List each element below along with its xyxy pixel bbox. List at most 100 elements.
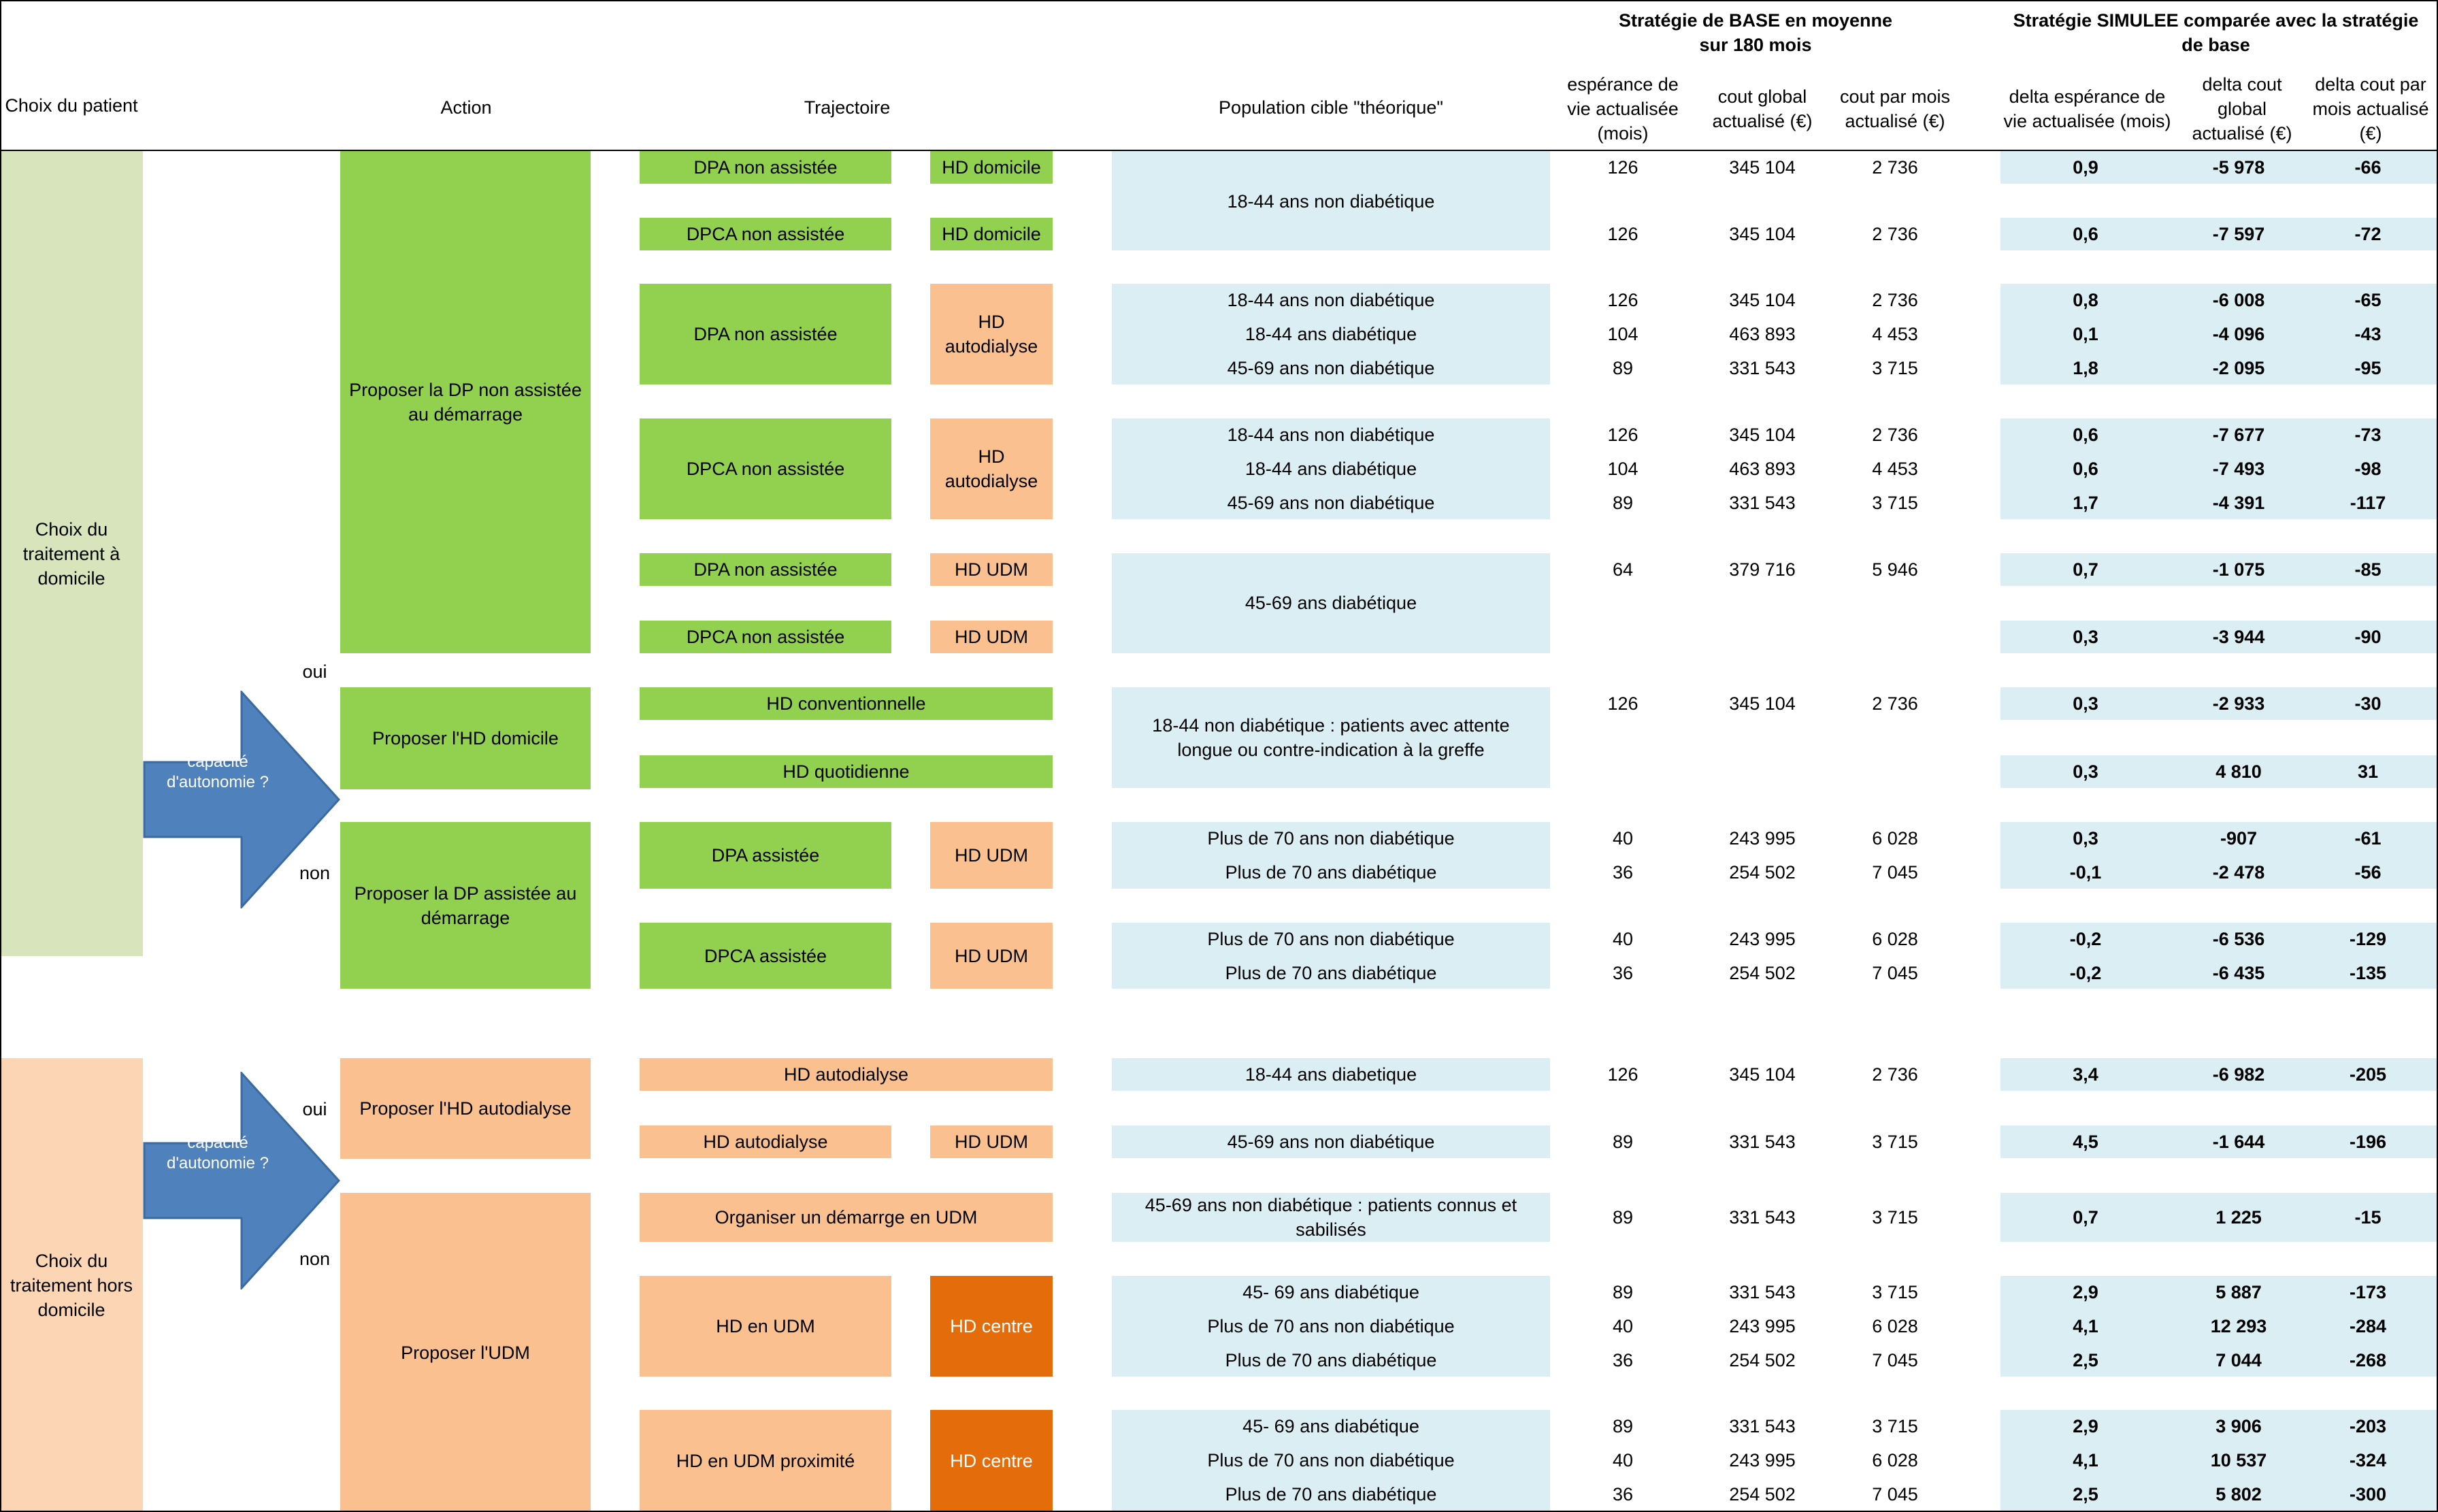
delta-cout-global-cell: -6 536: [2212, 929, 2265, 949]
delta-cout-mois-cell: -284: [2349, 1316, 2387, 1336]
population-block: [1112, 1125, 1550, 1158]
delta-cout-global-cell: -4 096: [2212, 324, 2265, 344]
trajectory-step: HD en UDM: [640, 1276, 891, 1377]
header-base-col-3: cout par mois actualisé (€): [1839, 86, 1951, 131]
delta-band: [2000, 1193, 2438, 1242]
delta-cout-mois-cell: -300: [2349, 1484, 2387, 1505]
population-label: Plus de 70 ans diabétique: [1225, 1350, 1437, 1370]
delta-cout-mois-cell: -72: [2354, 224, 2382, 244]
oui-label: oui: [302, 661, 327, 682]
trajectory-step: HD UDM: [930, 621, 1053, 653]
delta-esperance-cell: 0,3: [2073, 761, 2098, 782]
action-dp-non-assistee: Proposer la DP non assistée au démarrage: [340, 151, 591, 653]
esperance-cell: 126: [1607, 157, 1638, 178]
esperance-cell: [1555, 621, 1691, 653]
population-label: 18-44 ans non diabétique: [1227, 290, 1435, 310]
delta-cout-global-cell: -7 493: [2212, 459, 2265, 479]
delta-cout-mois-cell: -268: [2349, 1350, 2387, 1370]
cout-global-cell: 463 893: [1729, 324, 1796, 344]
delta-esperance-cell: 1,7: [2073, 493, 2098, 513]
population-label: 45- 69 ans diabétique: [1242, 1416, 1419, 1436]
header-sim-col-3: delta cout par mois actualisé (€): [2312, 74, 2429, 144]
delta-esperance-cell: 4,5: [2073, 1132, 2098, 1152]
population-label: 45-69 ans non diabétique : patients conn…: [1144, 1195, 1517, 1240]
delta-cout-global-cell: -1 075: [2212, 559, 2265, 580]
delta-esperance-cell: 0,9: [2073, 157, 2098, 178]
esperance-cell: 126: [1607, 425, 1638, 445]
population-block: [1112, 1058, 1550, 1091]
delta-band: [2000, 1058, 2438, 1091]
esperance-cell: 126: [1607, 224, 1638, 244]
delta-cout-global-cell: 3 906: [2215, 1416, 2262, 1436]
cout-global-cell: 243 995: [1729, 929, 1796, 949]
header-choix: Choix du patient: [5, 95, 138, 116]
cout-mois-cell: 5 946: [1872, 559, 1918, 580]
trajectory-step: DPCA non assistée: [640, 621, 891, 653]
esperance-cell: 36: [1612, 1484, 1634, 1505]
delta-esperance-cell: 0,8: [2073, 290, 2098, 310]
delta-cout-global-cell: 7 044: [2215, 1350, 2262, 1370]
cout-mois-cell: 4 453: [1872, 459, 1918, 479]
delta-cout-mois-cell: -43: [2354, 324, 2382, 344]
population-block: [1112, 923, 1550, 989]
delta-cout-mois-cell: -61: [2354, 828, 2382, 849]
esperance-cell: 36: [1612, 963, 1634, 983]
population-block: [1112, 687, 1550, 788]
population-block: [1112, 1276, 1550, 1377]
delta-cout-global-cell: -5 978: [2212, 157, 2265, 178]
header-sim-col-2: delta cout global actualisé (€): [2192, 74, 2292, 144]
delta-band: [2000, 687, 2438, 720]
population-label: Plus de 70 ans non diabétique: [1207, 1450, 1455, 1470]
trajectory-step: HD domicile: [930, 218, 1053, 250]
group-hors-domicile: Choix du traitement hors domicile: [0, 1058, 143, 1512]
population-block: [1112, 1193, 1550, 1242]
action-hd-autodialyse: Proposer l'HD autodialyse: [340, 1058, 591, 1159]
header-population: Population cible "théorique": [1219, 97, 1443, 118]
delta-esperance-cell: 0,6: [2073, 425, 2098, 445]
population-label: 18-44 ans diabetique: [1245, 1064, 1417, 1085]
cout-mois-cell: 3 715: [1872, 1282, 1918, 1302]
delta-cout-global-cell: 1 225: [2215, 1207, 2262, 1228]
trajectory-step: HD conventionnelle: [640, 687, 1053, 720]
cout-mois-cell: 2 736: [1872, 157, 1918, 178]
action-hd-domicile: Proposer l'HD domicile: [340, 687, 591, 789]
population-label: Plus de 70 ans non diabétique: [1207, 929, 1455, 949]
trajectory-step: DPCA non assistée: [640, 218, 891, 250]
esperance-cell: 89: [1612, 1416, 1634, 1436]
delta-cout-global-cell: -2 095: [2212, 358, 2265, 378]
delta-esperance-cell: 0,1: [2073, 324, 2098, 344]
population-label: Plus de 70 ans non diabétique: [1207, 828, 1455, 849]
delta-esperance-cell: 4,1: [2073, 1316, 2098, 1336]
cout-mois-cell: 6 028: [1872, 1450, 1918, 1470]
oui-label: oui: [302, 1099, 327, 1119]
cout-global-cell: 254 502: [1729, 1484, 1796, 1505]
delta-esperance-cell: 0,6: [2073, 459, 2098, 479]
population-label: 18-44 ans non diabétique: [1227, 191, 1435, 212]
delta-band: [2000, 284, 2438, 384]
delta-cout-global-cell: -7 677: [2212, 425, 2265, 445]
group-domicile: Choix du traitement à domicile: [0, 151, 143, 956]
trajectory-step: HD quotidienne: [640, 755, 1053, 788]
delta-esperance-cell: -0,2: [2069, 963, 2102, 983]
esperance-cell: 89: [1612, 1132, 1634, 1152]
cout-mois-cell: [1830, 755, 1960, 788]
delta-band: [2000, 218, 2438, 250]
delta-cout-global-cell: -3 944: [2212, 627, 2265, 647]
cout-mois-cell: 7 045: [1872, 1484, 1918, 1505]
population-block: [1112, 284, 1550, 384]
delta-band: [2000, 755, 2438, 788]
delta-esperance-cell: 1,8: [2073, 358, 2098, 378]
arrow-shape: [143, 691, 340, 908]
population-label: 45-69 ans diabétique: [1245, 593, 1417, 613]
arrow-shape: [143, 1072, 340, 1289]
population-label: 45-69 ans non diabétique: [1227, 493, 1435, 513]
cout-global-cell: 345 104: [1729, 693, 1796, 714]
trajectory-step: HD centre: [930, 1410, 1053, 1512]
delta-cout-global-cell: 10 537: [2210, 1450, 2267, 1470]
esperance-cell: 104: [1607, 324, 1638, 344]
delta-cout-mois-cell: -85: [2354, 559, 2382, 580]
population-block: [1112, 151, 1550, 250]
cout-mois-cell: 3 715: [1872, 493, 1918, 513]
cout-global-cell: 254 502: [1729, 963, 1796, 983]
trajectory-step: HD domicile: [930, 151, 1053, 184]
